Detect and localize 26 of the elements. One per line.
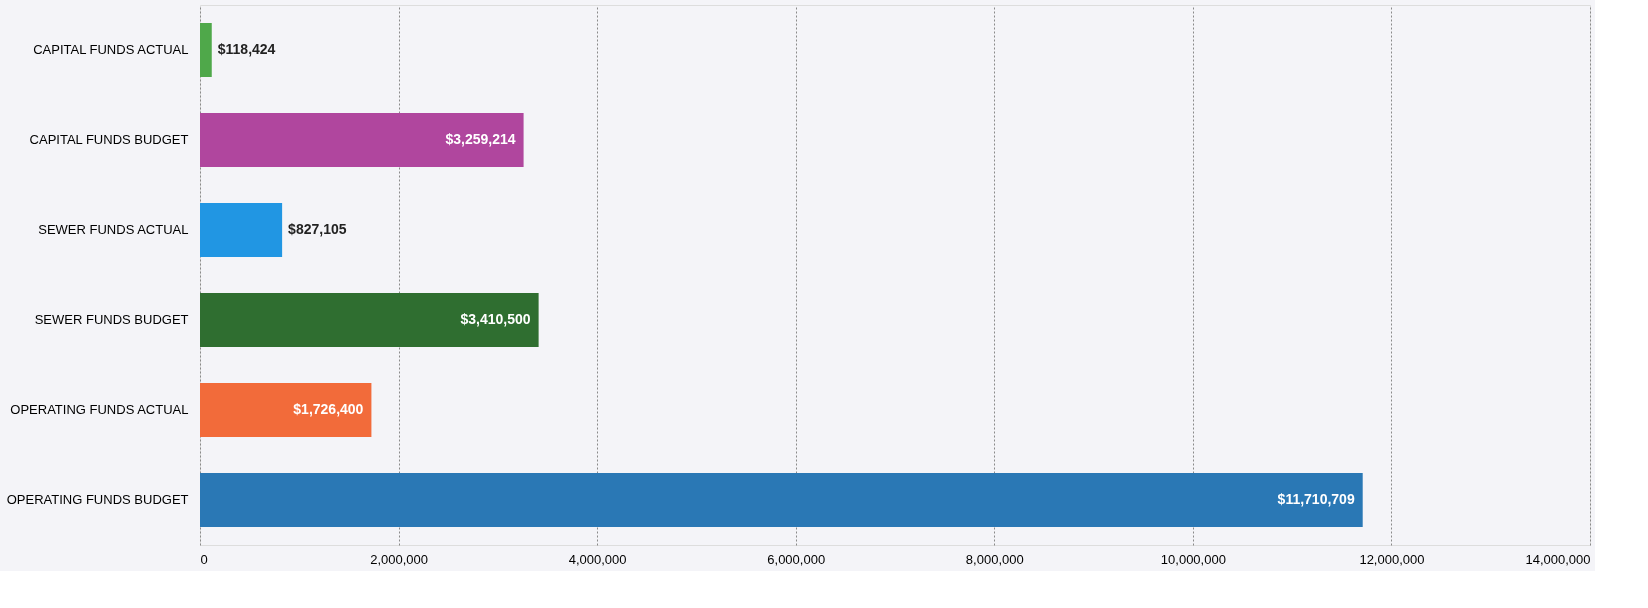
data-label: $3,259,214 (445, 131, 516, 147)
data-label: $118,424 (217, 41, 276, 57)
data-label: $11,710,709 (1277, 491, 1355, 507)
x-tick-label: 0 (200, 551, 208, 567)
data-label: $827,105 (288, 221, 347, 237)
x-tick-label: 2,000,000 (370, 551, 428, 567)
x-tick-label: 4,000,000 (568, 551, 627, 567)
y-tick-label: OPERATING FUNDS BUDGET (6, 492, 189, 507)
bar (200, 473, 1363, 527)
y-tick-label: CAPITAL FUNDS ACTUAL (33, 42, 189, 57)
bar (200, 113, 524, 167)
x-tick-label: 14,000,000 (1525, 551, 1591, 567)
bar (200, 23, 212, 77)
bar (200, 203, 283, 257)
y-tick-label: SEWER FUNDS ACTUAL (38, 222, 189, 237)
x-tick-label: 8,000,000 (965, 551, 1024, 567)
bar (200, 383, 372, 437)
x-tick-label: 10,000,000 (1160, 551, 1226, 567)
data-label: $1,726,400 (293, 401, 364, 417)
bar (200, 293, 539, 347)
data-label: $3,410,500 (460, 311, 531, 327)
y-tick-label: OPERATING FUNDS ACTUAL (10, 402, 189, 417)
x-tick-label: 12,000,000 (1359, 551, 1425, 567)
y-tick-label: SEWER FUNDS BUDGET (34, 312, 189, 327)
x-tick-label: 6,000,000 (767, 551, 826, 567)
y-tick-label: CAPITAL FUNDS BUDGET (29, 132, 189, 147)
